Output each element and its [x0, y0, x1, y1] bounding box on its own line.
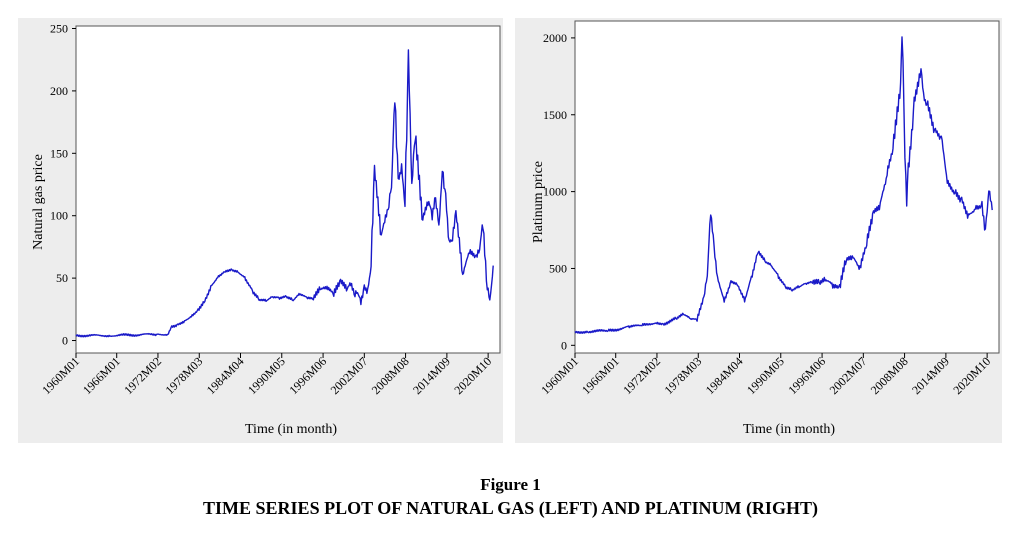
- x-tick-label: 1972M02: [121, 354, 164, 397]
- y-tick-label: 500: [549, 261, 567, 275]
- x-tick-label: 1984M04: [703, 354, 746, 397]
- x-tick-label: 1972M02: [620, 354, 663, 397]
- y-tick-label: 100: [50, 209, 68, 223]
- x-tick-label: 2002M07: [328, 354, 371, 397]
- x-tick-label: 1960M01: [538, 354, 581, 397]
- x-tick-label: 2002M07: [827, 354, 870, 397]
- x-tick-label: 1960M01: [39, 354, 82, 397]
- figure-title: TIME SERIES PLOT OF NATURAL GAS (LEFT) A…: [203, 498, 818, 518]
- y-tick-label: 0: [561, 338, 567, 352]
- y-tick-label: 50: [56, 271, 68, 285]
- plot-area: [75, 25, 501, 354]
- series-line: [574, 36, 993, 334]
- y-tick-label: 200: [50, 84, 68, 98]
- figure-number: Figure 1: [480, 475, 541, 494]
- y-tick-label: 1000: [543, 185, 567, 199]
- x-tick-label: 2020M10: [451, 354, 494, 397]
- x-tick-label: 1990M05: [245, 354, 288, 397]
- platinum-chart: 0 500 1000 1500 2000 1960M011966M011972M02197…: [538, 20, 1000, 397]
- platinum-chart-panel: 0 500 1000 1500 2000 1960M01 1966M01 1972M02 197…: [515, 18, 1002, 443]
- y-tick-label: 1500: [543, 108, 567, 122]
- x-tick-label: 1966M01: [579, 354, 622, 397]
- x-tick-label: 2008M08: [369, 354, 412, 397]
- y-tick-label: 150: [50, 146, 68, 160]
- y-tick-label: 0: [62, 334, 68, 348]
- x-tick-label: 1984M04: [204, 354, 247, 397]
- x-tick-label: 1990M05: [744, 354, 787, 397]
- x-tick-label: 1978M03: [162, 354, 205, 397]
- natural-gas-x-axis-label: Time (in month): [245, 422, 338, 437]
- x-tick-label: 2014M09: [410, 354, 453, 397]
- x-tick-label: 1966M01: [80, 354, 123, 397]
- x-tick-label: 2014M09: [909, 354, 952, 397]
- x-tick-label: 2020M10: [950, 354, 993, 397]
- x-tick-label: 1996M06: [286, 354, 329, 397]
- series-line: [75, 49, 494, 338]
- natural-gas-chart: 0 50 100 150 200 250 1960M011966M011972M021978…: [39, 21, 501, 397]
- x-tick-label: 2008M08: [868, 354, 911, 397]
- y-tick-label: 250: [50, 21, 68, 35]
- x-tick-label: 1978M03: [661, 354, 704, 397]
- y-tick-label: 2000: [543, 31, 567, 45]
- plot-area: [574, 20, 1000, 354]
- platinum-y-axis-label: Platinum price: [531, 160, 546, 244]
- natural-gas-y-axis-label: Natural gas price: [31, 154, 46, 250]
- platinum-x-axis-label: Time (in month): [743, 422, 836, 437]
- x-tick-label: 1996M06: [785, 354, 828, 397]
- natural-gas-chart-panel: 0 50 100 150 200 250 1960M01 1966M01 1972M02 1978…: [18, 18, 503, 443]
